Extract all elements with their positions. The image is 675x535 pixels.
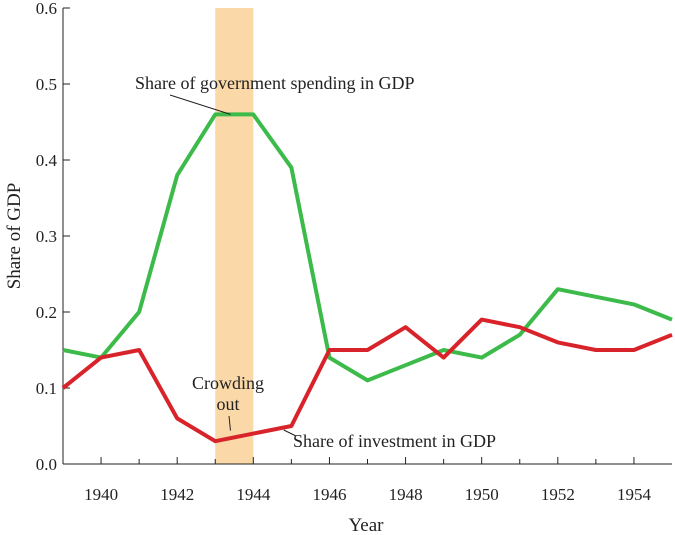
x-tick-label: 1948 [389, 485, 423, 504]
y-axis-title: Share of GDP [4, 183, 25, 290]
x-ticks: 1940 1942 1944 1946 1948 1950 1952 1954 [84, 457, 651, 504]
x-tick-label: 1944 [236, 485, 271, 504]
annotations: Share of government spending in GDP Shar… [135, 73, 496, 451]
y-ticks: 0.0 0.1 0.2 0.3 0.4 0.5 0.6 [36, 0, 70, 474]
y-tick-label: 0.5 [36, 75, 57, 94]
x-tick-label: 1942 [160, 485, 194, 504]
x-tick-label: 1946 [312, 485, 346, 504]
series-line-investment [61, 317, 673, 444]
y-tick-label: 0.6 [36, 0, 57, 18]
x-tick-label: 1952 [541, 485, 575, 504]
y-tick-label: 0.0 [36, 455, 57, 474]
annotation-government-spending: Share of government spending in GDP [135, 73, 414, 93]
annotation-investment: Share of investment in GDP [293, 431, 496, 451]
x-tick-label: 1954 [617, 485, 652, 504]
series-line-government-spending [62, 112, 673, 383]
annotation-government-spending-leader [169, 94, 231, 115]
y-tick-label: 0.4 [36, 151, 58, 170]
x-tick-label: 1950 [465, 485, 499, 504]
annotation-crowding-out-line2: out [216, 394, 239, 414]
shaded-region [215, 8, 254, 464]
annotation-investment-leader [283, 429, 297, 437]
y-tick-label: 0.3 [36, 227, 57, 246]
annotation-crowding-out-line1: Crowding [192, 373, 264, 393]
y-tick-label: 0.2 [36, 303, 57, 322]
annotation-crowding-out-leader [228, 415, 231, 431]
x-axis-title: Year [348, 515, 384, 535]
x-tick-label: 1940 [84, 485, 118, 504]
y-tick-label: 0.1 [36, 379, 57, 398]
series-lines [61, 112, 673, 444]
